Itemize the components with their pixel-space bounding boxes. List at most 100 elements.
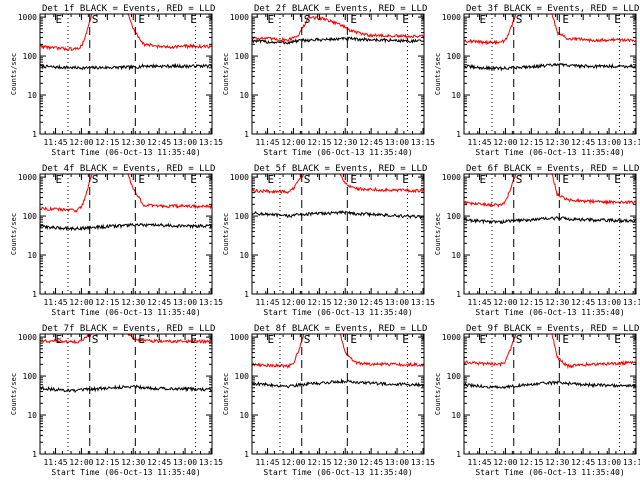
marker-letter: E bbox=[350, 13, 357, 26]
chart-title: Det 2f BLACK = Events, RED = LLD bbox=[254, 4, 427, 14]
marker-letter: E bbox=[268, 333, 275, 346]
x-tick-label: 12:15 bbox=[95, 458, 119, 467]
x-tick-label: 13:00 bbox=[385, 138, 409, 147]
plot-frame bbox=[463, 173, 637, 295]
y-tick-label: 100 bbox=[235, 212, 250, 221]
y-tick-label: 1 bbox=[32, 450, 37, 459]
marker-letter: S bbox=[304, 173, 311, 186]
x-tick-label: 12:00 bbox=[281, 138, 305, 147]
chart-title: Det 3f BLACK = Events, RED = LLD bbox=[466, 4, 639, 14]
marker-letter: E bbox=[402, 13, 409, 26]
y-tick-label: 10 bbox=[27, 411, 37, 420]
x-tick-label: 13:00 bbox=[597, 298, 621, 307]
x-tick-label: 13:15 bbox=[623, 138, 640, 147]
x-tick-label: 12:15 bbox=[95, 138, 119, 147]
plot-frame bbox=[39, 333, 213, 455]
y-tick-label: 1 bbox=[32, 130, 37, 139]
x-tick-label: 12:15 bbox=[307, 298, 331, 307]
series-lld bbox=[40, 14, 212, 52]
x-axis-label: Start Time (06-Oct-13 11:35:40) bbox=[51, 308, 200, 317]
x-tick-label: 11:45 bbox=[255, 298, 279, 307]
chart-title: Det 7f BLACK = Events, RED = LLD bbox=[42, 324, 215, 334]
x-tick-label: 12:00 bbox=[493, 298, 517, 307]
y-tick-label: 100 bbox=[447, 212, 462, 221]
series-lld bbox=[252, 174, 424, 195]
x-tick-label: 12:45 bbox=[359, 298, 383, 307]
y-tick-label: 1 bbox=[456, 290, 461, 299]
series-events bbox=[252, 378, 424, 389]
y-tick-label: 100 bbox=[235, 52, 250, 61]
marker-letter: E bbox=[614, 13, 621, 26]
series-events bbox=[40, 62, 212, 71]
x-tick-label: 11:45 bbox=[43, 458, 67, 467]
y-tick-label: 10 bbox=[451, 91, 461, 100]
marker-letter: S bbox=[516, 173, 523, 186]
marker-letter: E bbox=[402, 173, 409, 186]
y-tick-label: 1 bbox=[456, 130, 461, 139]
x-tick-label: 13:00 bbox=[385, 298, 409, 307]
y-tick-label: 1 bbox=[244, 130, 249, 139]
y-tick-label: 10 bbox=[27, 251, 37, 260]
x-axis-label: Start Time (06-Oct-13 11:35:40) bbox=[263, 148, 412, 157]
marker-letter: E bbox=[350, 333, 357, 346]
marker-letter: S bbox=[516, 333, 523, 346]
series-events bbox=[464, 380, 636, 390]
x-axis-label: Start Time (06-Oct-13 11:35:40) bbox=[51, 468, 200, 477]
x-tick-label: 12:45 bbox=[571, 138, 595, 147]
y-axis-label: Counts/sec bbox=[434, 53, 442, 95]
x-tick-label: 12:00 bbox=[281, 458, 305, 467]
x-tick-label: 12:00 bbox=[69, 138, 93, 147]
chart-title: Det 4f BLACK = Events, RED = LLD bbox=[42, 164, 215, 174]
x-tick-label: 12:30 bbox=[545, 138, 569, 147]
x-tick-label: 13:15 bbox=[623, 458, 640, 467]
y-tick-label: 1000 bbox=[230, 173, 249, 182]
x-tick-label: 13:15 bbox=[411, 458, 435, 467]
y-tick-label: 1000 bbox=[230, 333, 249, 342]
x-tick-label: 12:45 bbox=[359, 458, 383, 467]
y-tick-label: 100 bbox=[235, 372, 250, 381]
chart-title: Det 8f BLACK = Events, RED = LLD bbox=[254, 324, 427, 334]
x-tick-label: 12:00 bbox=[493, 458, 517, 467]
x-tick-label: 13:15 bbox=[199, 458, 223, 467]
y-tick-label: 1000 bbox=[18, 333, 37, 342]
x-tick-label: 11:45 bbox=[467, 298, 491, 307]
marker-letter: E bbox=[480, 173, 487, 186]
y-tick-label: 1 bbox=[456, 450, 461, 459]
x-tick-label: 12:15 bbox=[307, 138, 331, 147]
y-tick-label: 1000 bbox=[18, 173, 37, 182]
x-tick-label: 12:45 bbox=[147, 458, 171, 467]
x-tick-label: 12:45 bbox=[359, 138, 383, 147]
y-tick-label: 1 bbox=[244, 450, 249, 459]
marker-letter: E bbox=[138, 13, 145, 26]
marker-letter: E bbox=[480, 13, 487, 26]
marker-letter: E bbox=[402, 333, 409, 346]
marker-letter: E bbox=[614, 173, 621, 186]
x-tick-label: 13:00 bbox=[173, 298, 197, 307]
series-events bbox=[252, 36, 424, 45]
series-events bbox=[40, 384, 212, 394]
x-axis-label: Start Time (06-Oct-13 11:35:40) bbox=[475, 468, 624, 477]
x-tick-label: 12:30 bbox=[333, 458, 357, 467]
x-tick-label: 13:15 bbox=[411, 298, 435, 307]
y-tick-label: 10 bbox=[27, 91, 37, 100]
x-tick-label: 12:30 bbox=[333, 298, 357, 307]
y-tick-label: 10 bbox=[239, 251, 249, 260]
x-tick-label: 13:00 bbox=[597, 458, 621, 467]
marker-letter: S bbox=[92, 333, 99, 346]
marker-letter: S bbox=[92, 173, 99, 186]
series-lld bbox=[464, 174, 636, 208]
marker-letter: E bbox=[56, 13, 63, 26]
x-tick-label: 11:45 bbox=[467, 138, 491, 147]
x-tick-label: 12:30 bbox=[333, 138, 357, 147]
marker-letter: E bbox=[350, 173, 357, 186]
marker-letter: E bbox=[562, 333, 569, 346]
series-events bbox=[40, 222, 212, 232]
x-axis-label: Start Time (06-Oct-13 11:35:40) bbox=[51, 148, 200, 157]
